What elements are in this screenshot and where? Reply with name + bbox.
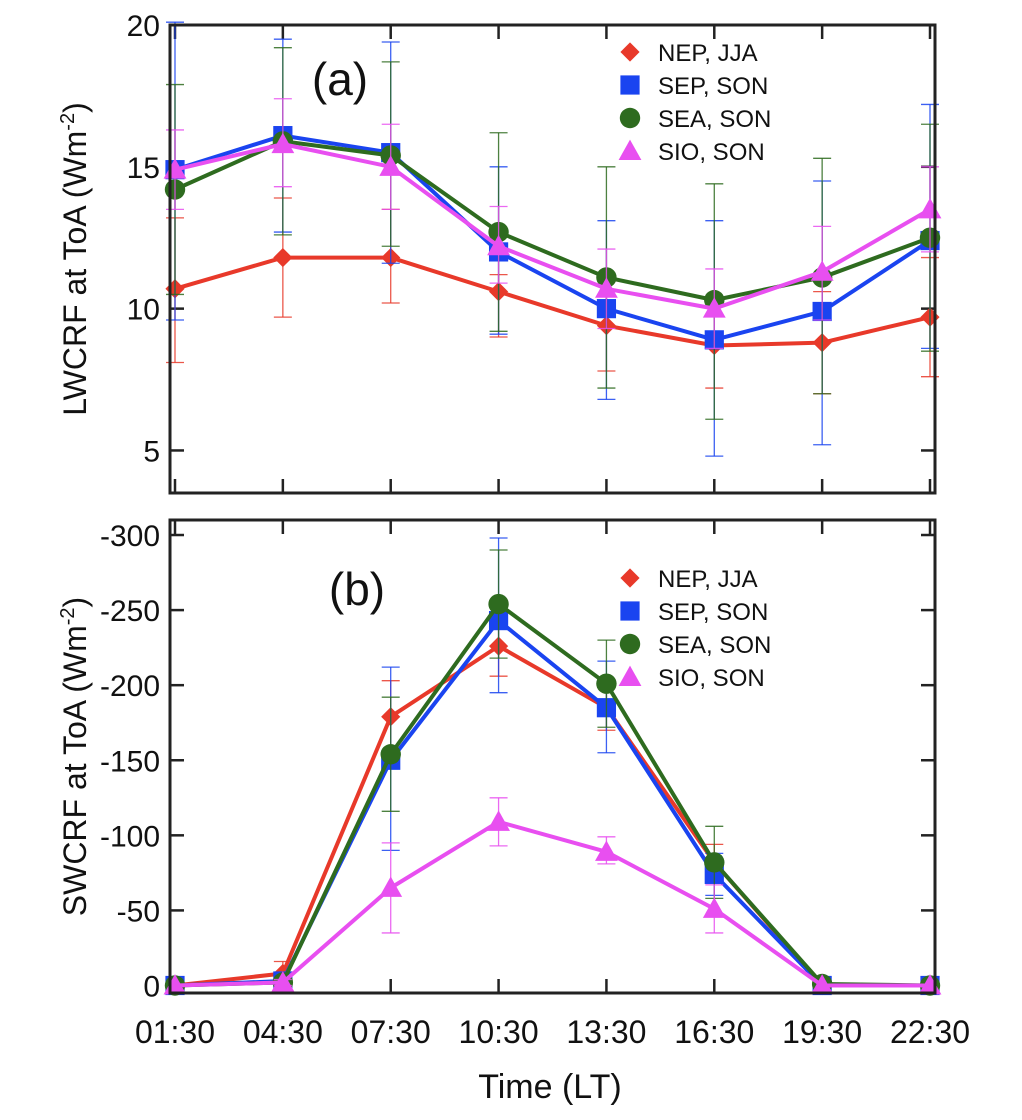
y-tick-label: -100: [100, 820, 160, 853]
data-point: [704, 852, 725, 873]
series-2: [165, 537, 940, 996]
x-tick-labels: 01:30 04:30 07:30 10:30 13:30 16:30 19:30 22:30: [135, 1014, 970, 1050]
data-point: [702, 297, 726, 318]
y-tick-label: 5: [143, 435, 160, 468]
data-point: [595, 840, 618, 861]
data-point: [810, 260, 834, 281]
series-4: [163, 797, 942, 995]
series-line: [174, 644, 930, 988]
legend-marker: [620, 568, 640, 588]
series-line: [174, 602, 931, 988]
x-axis-label: Time (LT): [478, 1068, 622, 1106]
data-point: [488, 593, 509, 615]
y-tick-label: 0: [143, 970, 160, 1003]
data-point: [273, 247, 293, 268]
series-1: [165, 613, 940, 996]
plot-frame: [168, 518, 937, 995]
plot-frame: [168, 23, 937, 495]
data-point: [810, 974, 834, 995]
legend: NEP, JJA SEP, SON SEA, SON SIO, SON: [618, 40, 771, 166]
data-point: [379, 876, 403, 897]
y-tick-label: -150: [100, 745, 160, 778]
y-tick-label: -50: [117, 895, 160, 928]
data-point: [702, 897, 726, 918]
data-point: [271, 971, 295, 992]
legend-marker: [620, 75, 640, 95]
legend-entry: SEP, SON: [658, 599, 768, 626]
y-tick-label: 20: [127, 10, 160, 43]
legend-marker: [619, 633, 641, 655]
series-2: [165, 21, 940, 457]
legend-entry: NEP, JJA: [658, 40, 758, 67]
data-point: [918, 197, 942, 219]
data-point: [271, 132, 295, 154]
legend-entry: SEP, SON: [658, 73, 768, 100]
data-point: [380, 744, 401, 765]
data-point: [487, 234, 510, 256]
x-tick-label: 07:30: [351, 1014, 431, 1050]
y-axis-label: SWCRF at ToA (Wm-2): [57, 597, 93, 916]
panel-a: 5 10 15 20 (a) NEP, JJA SEP, SON SEA, SON SIO, S…: [57, 10, 942, 495]
series-line: [174, 142, 932, 311]
series-line: [174, 133, 932, 342]
series-line: [174, 255, 931, 348]
x-tick-label: 04:30: [243, 1014, 323, 1050]
legend-entry: SIO, SON: [658, 139, 765, 166]
y-tick-label: -250: [100, 595, 160, 628]
y-axis-label: LWCRF at ToA (Wm-2): [57, 102, 93, 416]
series-4: [163, 98, 942, 349]
panel-label: (b): [329, 563, 385, 615]
x-tick-label: 10:30: [459, 1014, 539, 1050]
data-point: [596, 673, 617, 694]
y-tick-label: -300: [100, 520, 160, 553]
x-tick-label: 19:30: [782, 1014, 862, 1050]
legend-marker: [618, 139, 642, 160]
x-tick-label: 13:30: [566, 1014, 646, 1050]
series-3: [164, 47, 941, 420]
y-tick-label: 15: [127, 152, 160, 185]
panel-b: 0 -50 -100 -150 -200 -250 -300 (b) NEP, JJA SEP, …: [57, 518, 942, 1003]
series-line: [174, 819, 930, 988]
x-tick-label: 22:30: [890, 1014, 970, 1050]
series-line: [174, 139, 931, 303]
y-tick-label: 10: [127, 294, 160, 327]
legend-entry: SIO, SON: [658, 665, 765, 692]
legend-marker: [620, 601, 640, 621]
legend-marker: [620, 42, 640, 62]
legend: NEP, JJA SEP, SON SEA, SON SIO, SON: [618, 566, 771, 692]
legend-marker: [619, 107, 641, 129]
legend-entry: SEA, SON: [658, 106, 771, 133]
legend-entry: SEA, SON: [658, 632, 771, 659]
legend-entry: NEP, JJA: [658, 566, 758, 593]
series-1: [165, 197, 940, 395]
data-point: [487, 810, 510, 831]
data-point: [595, 277, 618, 298]
data-point: [379, 155, 403, 176]
panel-label: (a): [312, 53, 368, 105]
y-tick-label: -200: [100, 670, 160, 703]
x-tick-label: 01:30: [135, 1014, 215, 1050]
legend-marker: [618, 665, 642, 686]
x-tick-label: 16:30: [674, 1014, 754, 1050]
series-3: [164, 549, 941, 996]
